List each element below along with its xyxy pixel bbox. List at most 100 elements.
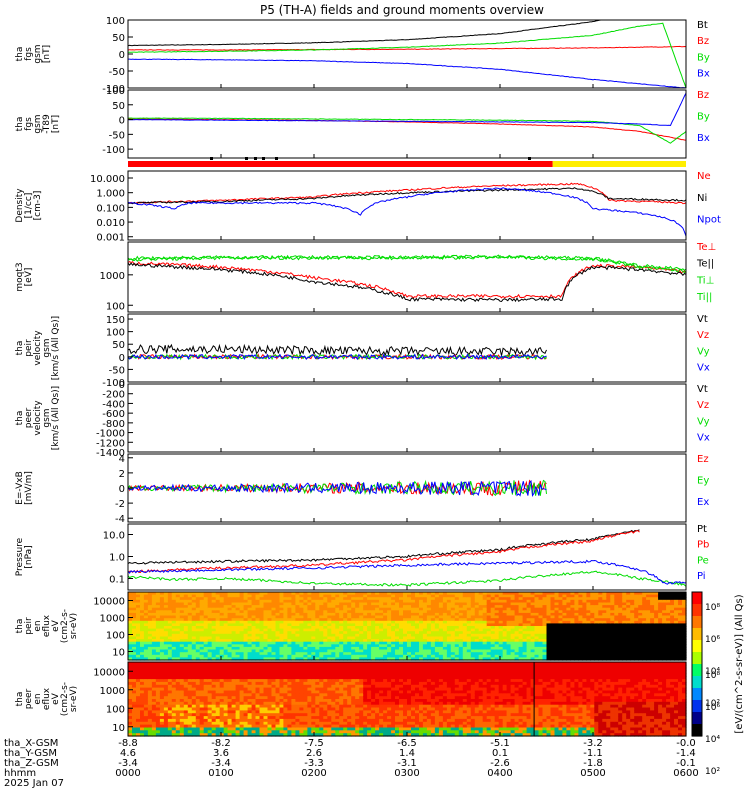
spectrogram-cell	[419, 654, 424, 658]
spectrogram-cell	[191, 670, 197, 674]
spectrogram-cell	[171, 618, 177, 622]
spectrogram-cell	[363, 646, 368, 651]
spectrogram-cell	[454, 649, 460, 653]
spectrogram-cell	[163, 704, 169, 709]
spectrogram-cell	[582, 641, 587, 645]
spectrogram-cell	[179, 626, 185, 630]
spectrogram-cell	[598, 639, 603, 643]
spectrogram-cell	[219, 718, 225, 723]
spectrogram-cell	[562, 594, 567, 598]
spectrogram-cell	[618, 646, 623, 651]
spectrogram-cell	[650, 618, 655, 622]
spectrogram-cell	[570, 657, 575, 661]
spectrogram-cell	[355, 626, 360, 630]
spectrogram-cell	[395, 615, 400, 619]
spectrogram-cell	[594, 615, 599, 619]
spectrogram-cell	[255, 654, 261, 658]
spectrogram-cell	[275, 618, 281, 622]
spectrogram-cell	[347, 620, 352, 624]
spectrogram-cell	[175, 592, 181, 596]
spectrogram-cell	[147, 667, 153, 672]
spectrogram-cell	[155, 618, 161, 622]
spectrogram-cell	[255, 657, 261, 661]
spectrogram-cell	[319, 646, 324, 651]
spectrogram-cell	[235, 664, 241, 669]
spectrogram-cell	[331, 652, 336, 656]
spectrogram-cell	[470, 633, 476, 637]
spectrogram-cell	[187, 615, 193, 619]
spectrogram-cell	[239, 670, 245, 674]
spectrogram-cell	[207, 724, 213, 728]
spectrogram-cell	[167, 699, 173, 703]
spectrogram-cell	[606, 612, 611, 617]
spectrogram-cell	[163, 605, 169, 609]
spectrogram-cell	[514, 602, 520, 606]
spectrogram-cell	[363, 612, 368, 617]
spectrogram-cell	[422, 649, 428, 653]
spectrogram-cell	[359, 620, 364, 624]
spectrogram-cell	[235, 730, 241, 734]
spectrogram-cell	[474, 631, 480, 635]
spectrogram-cell	[594, 644, 599, 648]
spectrogram-cell	[658, 602, 663, 606]
spectrogram-cell	[446, 633, 452, 637]
spectrogram-cell	[646, 652, 651, 656]
spectrogram-cell	[187, 718, 193, 723]
spectrogram-cell	[223, 687, 229, 691]
spectrogram-cell	[355, 646, 360, 651]
spectrogram-cell	[534, 602, 540, 606]
spectrogram-cell	[271, 623, 277, 627]
spectrogram-cell	[167, 733, 173, 737]
spectrogram-cell	[207, 730, 213, 734]
spectrogram-cell	[155, 727, 161, 731]
spectrogram-cell	[562, 599, 567, 603]
spectrogram-cell	[355, 652, 360, 656]
spectrogram-cell	[458, 631, 464, 635]
spectrogram-cell	[243, 639, 249, 643]
spectrogram-cell	[243, 687, 249, 691]
spectrogram-cell	[458, 615, 464, 619]
spectrogram-cell	[275, 716, 281, 720]
spectrogram-cell	[179, 599, 185, 603]
spectrogram-cell	[530, 610, 536, 614]
spectrogram-cell	[151, 599, 157, 603]
spectrogram-cell	[251, 623, 257, 627]
spectrogram-cell	[466, 610, 472, 614]
spectrogram-cell	[614, 602, 619, 606]
spectrogram-cell	[570, 633, 575, 637]
spectrogram-cell	[574, 618, 579, 622]
spectrogram-cell	[610, 597, 615, 601]
spectrogram-cell	[375, 657, 380, 661]
spectrogram-cell	[438, 605, 444, 609]
spectrogram-cell	[438, 615, 444, 619]
spectrogram-cell	[430, 646, 436, 651]
spectrogram-cell	[155, 610, 161, 614]
spectrogram-cell	[179, 594, 185, 598]
y-axis-label: [km/s (All Qs)]	[51, 386, 61, 450]
spectrogram-cell	[319, 612, 324, 617]
spectrogram-cell	[558, 626, 564, 630]
spectrogram-cell	[526, 623, 532, 627]
spectrogram-cell	[530, 631, 536, 635]
spectrogram-cell	[311, 599, 316, 603]
spectrogram-cell	[466, 644, 472, 648]
spectrogram-cell	[438, 631, 444, 635]
spectrogram-cell	[490, 626, 496, 630]
spectrogram-cell	[231, 662, 237, 666]
spectrogram-cell	[498, 605, 504, 609]
spectrogram-cell	[454, 605, 460, 609]
spectrogram-cell	[554, 597, 560, 601]
spectrogram-cell	[267, 670, 273, 674]
spectrogram-cell	[411, 649, 416, 653]
spectrogram-cell	[494, 633, 500, 637]
spectrogram-cell	[267, 610, 273, 614]
spectrogram-cell	[319, 602, 324, 606]
spectrogram-cell	[586, 646, 591, 651]
spectrogram-cell	[574, 631, 579, 635]
spectrogram-cell	[303, 633, 308, 637]
spectrogram-cell	[271, 597, 277, 601]
spectrogram-cell	[227, 727, 233, 731]
spectrogram-cell	[506, 626, 512, 630]
legend-Pi: Pi	[697, 571, 706, 582]
spectrogram-cell	[140, 693, 145, 697]
